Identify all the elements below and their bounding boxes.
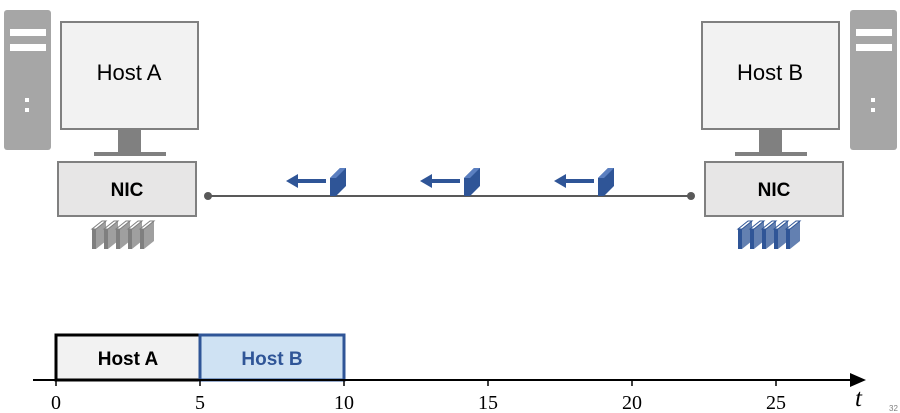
host-a-power-led <box>25 98 29 102</box>
time-axis-label: t <box>855 385 863 412</box>
tick-label-25: 25 <box>766 392 786 413</box>
packets-in-flight <box>286 168 614 196</box>
host-a-queued-packet-3 <box>114 220 132 249</box>
packet-in-flight-3 <box>598 168 614 196</box>
link-endpoint-b <box>687 192 695 200</box>
host-a-drive-bay-2 <box>10 44 46 51</box>
host-b-power-led <box>871 98 875 102</box>
time-axis-arrowhead <box>850 373 866 387</box>
tick-label-10: 10 <box>334 392 354 413</box>
host-a: Host A NIC <box>4 10 199 249</box>
host-b-drive-bay-2 <box>856 44 892 51</box>
host-b: Host B NIC <box>701 10 897 249</box>
host-a-queued-packet-2 <box>102 220 120 249</box>
host-a-monitor <box>60 21 199 130</box>
time-axis-ticks: 0 5 10 15 20 25 <box>51 380 786 413</box>
host-b-nic-label: NIC <box>758 180 791 201</box>
tick-label-5: 5 <box>195 392 205 413</box>
timeline-segments: Host A Host B <box>54 333 346 382</box>
host-b-nic <box>704 161 844 217</box>
host-a-monitor-base <box>94 152 166 156</box>
host-b-queued-packet-5 <box>784 220 802 249</box>
host-b-label: Host B <box>737 60 803 85</box>
host-a-queued-packet-5 <box>138 220 156 249</box>
host-a-queued-packet-4 <box>126 220 144 249</box>
host-a-label: Host A <box>97 60 162 85</box>
host-b-monitor-neck <box>759 130 782 152</box>
tick-label-0: 0 <box>51 392 61 413</box>
timeline: Host A Host B 0 5 10 15 20 25 t <box>33 333 866 413</box>
host-a-drive-bay-1 <box>10 29 46 36</box>
link-endpoint-a <box>204 192 212 200</box>
host-a-nic-label: NIC <box>111 180 144 201</box>
host-b-queued-packet-4 <box>772 220 790 249</box>
page-number: 32 <box>889 404 898 413</box>
host-b-queued-packet-1 <box>736 220 754 249</box>
host-b-monitor-base <box>735 152 807 156</box>
host-b-packet-queue <box>736 220 802 249</box>
tick-label-15: 15 <box>478 392 498 413</box>
packet-arrow-2 <box>420 174 460 188</box>
packet-arrow-3 <box>554 174 594 188</box>
host-b-queued-packet-3 <box>760 220 778 249</box>
host-b-queued-packet-2 <box>748 220 766 249</box>
host-a-power-led-2 <box>25 108 29 112</box>
host-a-packet-queue <box>90 220 156 249</box>
timeline-segment-host-a <box>54 333 202 382</box>
host-a-queued-packet-1 <box>90 220 108 249</box>
host-a-nic <box>57 161 197 217</box>
host-b-monitor <box>701 21 840 130</box>
packet-in-flight-1 <box>330 168 346 196</box>
host-b-power-led-2 <box>871 108 875 112</box>
network-link <box>204 168 695 200</box>
host-b-drive-bay-1 <box>856 29 892 36</box>
timeline-segment-label-1: Host A <box>98 349 159 370</box>
host-a-monitor-neck <box>118 130 141 152</box>
packet-in-flight-2 <box>464 168 480 196</box>
timeline-segment-label-2: Host B <box>241 349 302 370</box>
tick-label-20: 20 <box>622 392 642 413</box>
packet-arrow-1 <box>286 174 326 188</box>
